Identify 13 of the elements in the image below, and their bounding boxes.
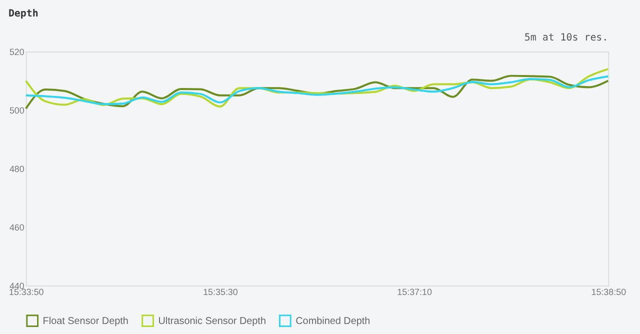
x-tick-label: 15:35:30	[203, 286, 238, 297]
x-tick-label: 15:38:50	[591, 286, 626, 297]
legend-label: Combined Depth	[296, 316, 370, 327]
text: 5m at 10s res.	[524, 32, 608, 44]
y-tick-label: 500	[9, 106, 24, 116]
legend-label: Float Sensor Depth	[42, 316, 128, 327]
legend-label: Ultrasonic Sensor Depth	[158, 316, 266, 327]
y-tick-label: 520	[9, 47, 24, 58]
line-series	[24, 68, 610, 108]
y-tick-label: 480	[9, 164, 24, 174]
y-tick-label: 460	[9, 222, 24, 232]
x-tick-label: 15:37:10	[397, 286, 432, 297]
chart-title: Depth	[8, 8, 38, 20]
